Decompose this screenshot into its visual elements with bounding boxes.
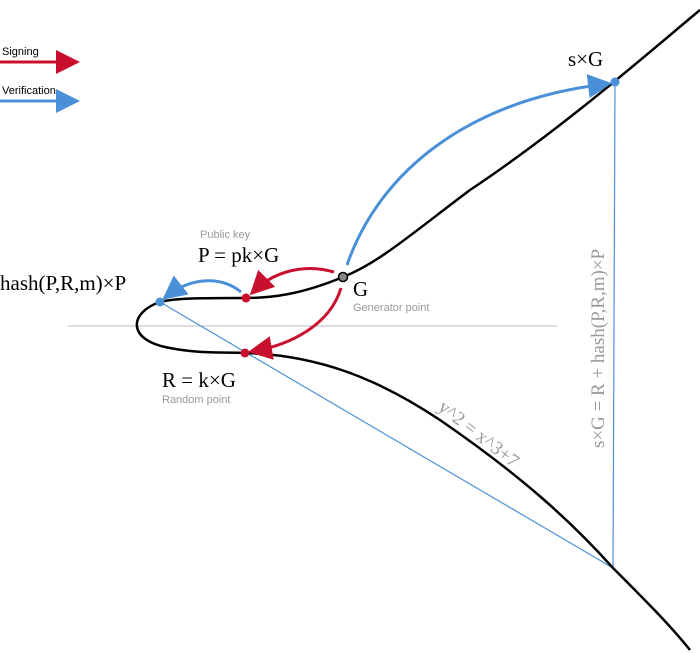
- verification-arrow-p-to-hash: [162, 275, 242, 300]
- signing-arrow-g-to-p: [249, 267, 335, 296]
- label-hash-point: hash(P,R,m)×P: [0, 271, 126, 295]
- label-generator-caption: Generator point: [353, 302, 429, 314]
- point-sG: [610, 77, 620, 87]
- point-R: [240, 348, 250, 358]
- legend-verification-label: Verification: [2, 85, 56, 97]
- signing-arrow-g-to-r: [248, 287, 343, 360]
- label-random: R = k×G: [162, 368, 236, 392]
- label-verification-equation: s×G = R + hash(P,R,m)×P: [588, 249, 609, 448]
- label-curve-equation: y^2 = x^3+7: [434, 396, 523, 472]
- chord-line: [159, 301, 614, 569]
- point-P: [241, 293, 251, 303]
- label-public-key-caption: Public key: [200, 229, 251, 241]
- elliptic-curve: [135, 9, 700, 651]
- point-G: [337, 271, 349, 283]
- label-public-key: P = pk×G: [198, 243, 279, 267]
- label-sG: s×G: [568, 47, 603, 71]
- point-hashP: [155, 297, 165, 307]
- label-generator: G: [353, 277, 368, 301]
- verification-arrow-g-to-sg: [345, 74, 612, 266]
- vertical-line: [612, 81, 616, 569]
- legend-signing-label: Signing: [2, 46, 39, 58]
- label-random-caption: Random point: [162, 394, 231, 406]
